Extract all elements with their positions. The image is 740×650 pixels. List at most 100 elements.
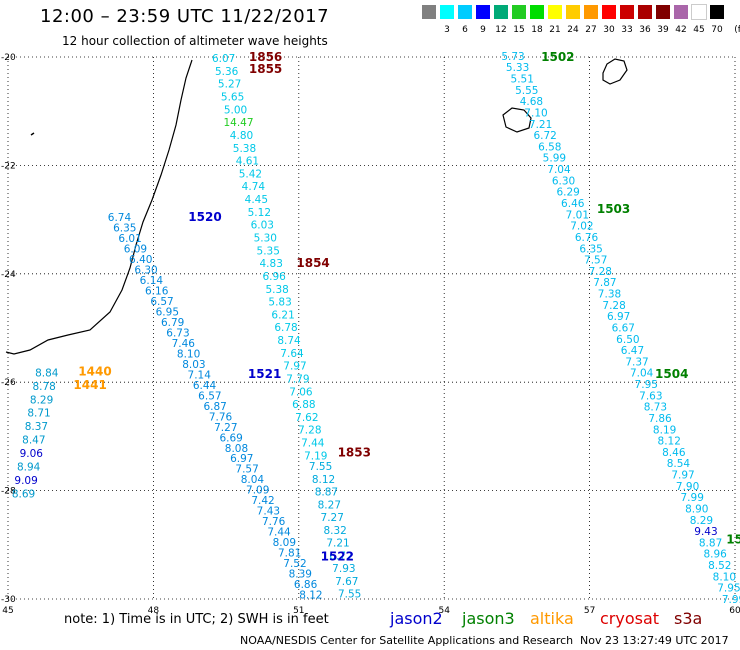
wave-height-value: 8.54 bbox=[667, 458, 691, 470]
scale-label: 12 bbox=[495, 25, 507, 35]
scale-unit: (ft) bbox=[734, 25, 740, 35]
wave-height-value: 8.84 bbox=[35, 367, 59, 379]
wave-height-value: 4.80 bbox=[230, 130, 253, 142]
wave-height-value: 8.69 bbox=[12, 488, 35, 500]
wave-height-value: 5.83 bbox=[268, 297, 291, 309]
wave-height-value: 6.72 bbox=[329, 550, 352, 562]
scale-label: 42 bbox=[675, 25, 687, 35]
madagascar-coastline bbox=[5, 59, 193, 355]
wave-height-value: 7.38 bbox=[598, 289, 621, 301]
legend-jason3: jason3 bbox=[462, 609, 515, 628]
wave-height-value: 6.30 bbox=[552, 175, 575, 187]
wave-height-value: 8.12 bbox=[312, 474, 335, 486]
wave-height-value: 7.79 bbox=[286, 373, 309, 385]
islet bbox=[30, 132, 35, 136]
wave-height-value: 7.76 bbox=[209, 411, 233, 423]
wave-height-value: 5.99 bbox=[543, 153, 566, 165]
wave-height-value: 5.38 bbox=[265, 284, 288, 296]
lat-tick-label: -22 bbox=[1, 161, 16, 171]
wave-height-value: 7.09 bbox=[246, 485, 269, 497]
wave-height-value: 6.03 bbox=[251, 220, 274, 232]
credit-line: NOAA/NESDIS Center for Satellite Applica… bbox=[240, 634, 574, 647]
wave-height-value: 7.81 bbox=[278, 548, 301, 560]
wave-height-value: 7.99 bbox=[681, 492, 704, 504]
legend-s3a: s3a bbox=[674, 609, 703, 628]
wave-height-value: 9.43 bbox=[694, 526, 717, 538]
scale-swatch bbox=[674, 5, 688, 19]
wave-height-value: 6.97 bbox=[607, 311, 630, 323]
wave-height-value: 7.87 bbox=[593, 277, 616, 289]
map-subtitle: 12 hour collection of altimeter wave hei… bbox=[62, 34, 328, 48]
wave-height-value: 7.02 bbox=[570, 221, 593, 233]
wave-height-value: 6.88 bbox=[292, 399, 315, 411]
wave-height-value: 7.04 bbox=[547, 164, 571, 176]
pass-number-label: 1521 bbox=[248, 367, 281, 381]
wave-height-value: 6.16 bbox=[145, 285, 169, 297]
wave-height-value: 6.46 bbox=[561, 198, 585, 210]
scale-label: 9 bbox=[480, 25, 486, 35]
legend-cryosat: cryosat bbox=[600, 609, 660, 628]
wave-height-value: 8.10 bbox=[177, 348, 200, 360]
wave-height-value: 7.55 bbox=[338, 589, 361, 601]
scale-swatch bbox=[458, 5, 472, 19]
scale-label: 33 bbox=[621, 25, 633, 35]
legend-altika: altika bbox=[530, 609, 574, 628]
wave-height-value: 6.97 bbox=[230, 453, 253, 465]
wave-height-value: 5.12 bbox=[248, 207, 271, 219]
wave-height-value: 7.21 bbox=[529, 119, 552, 131]
wave-height-value: 5.55 bbox=[515, 85, 538, 97]
wave-height-value: 8.47 bbox=[22, 435, 45, 447]
scale-label: 3 bbox=[444, 25, 450, 35]
scale-swatch bbox=[656, 5, 670, 19]
wave-height-value: 7.97 bbox=[671, 470, 694, 482]
wave-height-value: 7.57 bbox=[584, 255, 607, 267]
wave-height-value: 7.01 bbox=[566, 209, 589, 221]
scale-swatch bbox=[548, 5, 562, 19]
lon-tick-label: 54 bbox=[438, 606, 450, 616]
wave-height-value: 8.10 bbox=[713, 571, 736, 583]
wave-height-value: 8.29 bbox=[690, 515, 713, 527]
wave-height-value: 8.04 bbox=[241, 474, 265, 486]
wave-height-value: 7.44 bbox=[301, 438, 325, 450]
wave-height-value: 6.57 bbox=[150, 296, 173, 308]
wave-height-value: 8.32 bbox=[323, 525, 346, 537]
wave-height-value: 6.29 bbox=[556, 187, 579, 199]
wave-height-value: 4.68 bbox=[520, 96, 543, 108]
scale-swatch bbox=[422, 5, 436, 19]
wave-height-value: 6.07 bbox=[212, 53, 235, 65]
wave-height-value: 5.73 bbox=[501, 51, 524, 63]
wave-height-value: 7.44 bbox=[267, 527, 291, 539]
wave-height-value: 7.42 bbox=[251, 495, 274, 507]
wave-height-value: 8.03 bbox=[182, 359, 205, 371]
wave-height-value: 4.45 bbox=[245, 194, 268, 206]
wave-height-value: 5.33 bbox=[506, 62, 529, 74]
wave-height-value: 8.29 bbox=[30, 394, 53, 406]
wave-height-value: 7.10 bbox=[524, 107, 547, 119]
wave-height-value: 6.86 bbox=[294, 579, 318, 591]
wave-height-value: 7.46 bbox=[172, 338, 196, 350]
scale-label: 15 bbox=[513, 25, 525, 35]
wave-height-value: 7.55 bbox=[309, 461, 332, 473]
map-axes: 45 48 51 54 57 60 -20 -22 -24 -26 -28 -30 bbox=[1, 53, 740, 616]
mauritius-island bbox=[602, 58, 628, 85]
scale-label: 36 bbox=[639, 25, 651, 35]
wave-height-value: 6.47 bbox=[621, 345, 644, 357]
wave-height-value: 7.57 bbox=[235, 464, 258, 476]
lat-tick-label: -28 bbox=[1, 487, 16, 497]
wave-height-value: 8.87 bbox=[315, 487, 338, 499]
wave-height-value: 6.95 bbox=[156, 306, 179, 318]
wave-height-value: 7.93 bbox=[332, 563, 355, 575]
pass-number-label: 1855 bbox=[249, 62, 282, 76]
wave-height-value: 6.35 bbox=[579, 243, 602, 255]
footer-note: note: 1) Time is in UTC; 2) SWH is in fe… bbox=[64, 612, 329, 627]
wave-height-value: 6.72 bbox=[533, 130, 556, 142]
lat-tick-label: -30 bbox=[1, 595, 16, 605]
pass-number-label: 1441 bbox=[73, 378, 106, 392]
scale-swatch bbox=[691, 4, 707, 20]
legend-jason2: jason2 bbox=[390, 609, 443, 628]
scale-label: 18 bbox=[531, 25, 543, 35]
wave-height-value: 7.43 bbox=[257, 506, 280, 518]
wave-height-value: 7.63 bbox=[639, 390, 662, 402]
wave-height-value: 6.14 bbox=[140, 275, 164, 287]
